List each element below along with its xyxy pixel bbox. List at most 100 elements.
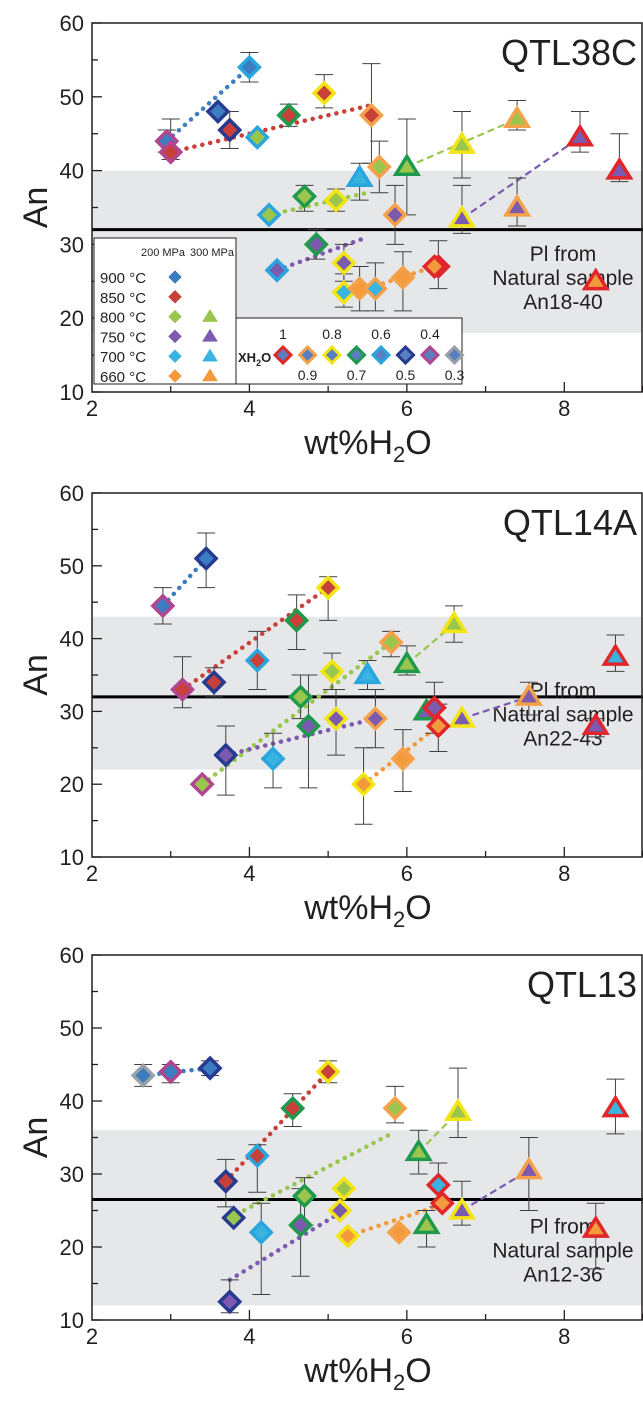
x-tick-label: 2: [86, 861, 98, 886]
data-point: [272, 344, 294, 366]
data-point: [280, 1095, 306, 1121]
natural-sample-note: Pl from: [530, 1215, 597, 1238]
data-point: [168, 270, 182, 284]
data-point: [581, 1214, 610, 1238]
x-axis-label-main: wt%H: [303, 889, 393, 927]
natural-sample-note: An18-40: [523, 291, 602, 314]
data-point: [236, 54, 262, 80]
data-point: [581, 712, 610, 736]
natural-sample-note: Pl from: [530, 243, 597, 266]
data-point: [370, 344, 392, 366]
x-axis-label-sub: 2: [393, 1370, 405, 1395]
data-point: [168, 369, 182, 383]
natural-sample-note: Natural sample: [492, 704, 633, 727]
data-point: [447, 704, 477, 728]
data-point: [244, 124, 270, 150]
data-point: [158, 1059, 184, 1085]
data-point: [221, 1205, 247, 1231]
data-point: [419, 344, 441, 366]
xh2o-value-label: 0.3: [445, 367, 465, 383]
y-tick-label: 30: [60, 232, 84, 257]
data-point: [447, 1196, 477, 1220]
data-point: [429, 1190, 455, 1216]
natural-sample-note: An12-36: [523, 1263, 602, 1286]
data-point: [303, 231, 329, 257]
natural-sample-note: Natural sample: [492, 267, 633, 290]
data-point: [601, 643, 630, 666]
data-point: [351, 771, 377, 797]
data-point: [605, 156, 634, 180]
data-point: [346, 344, 367, 366]
chart-title: QTL13: [527, 964, 637, 1005]
legend-label: 850 °C: [100, 290, 146, 307]
trend-line: [180, 585, 331, 692]
y-axis-label: An: [17, 187, 55, 229]
x-axis-label-sub: 2: [393, 442, 405, 467]
y-tick-label: 60: [60, 943, 84, 968]
data-point: [292, 183, 318, 209]
data-point: [315, 575, 341, 601]
data-point: [345, 164, 374, 188]
data-point: [382, 1095, 408, 1121]
x-tick-label: 4: [243, 861, 255, 886]
x-tick-label: 2: [86, 1324, 98, 1349]
data-point: [244, 1143, 270, 1169]
trend-line: [227, 1208, 347, 1283]
y-tick-label: 10: [60, 845, 84, 870]
x-axis-label-tail: O: [405, 424, 431, 462]
data-point: [276, 102, 302, 128]
data-point: [168, 289, 182, 304]
x-tick-label: 8: [558, 396, 570, 421]
trend-line: [168, 101, 378, 155]
data-point: [386, 1219, 412, 1245]
xh2o-label-main: XH: [238, 350, 256, 365]
data-point: [601, 1094, 630, 1118]
data-point: [248, 1219, 274, 1245]
data-point: [130, 1062, 156, 1088]
x-axis-label-tail: O: [405, 1352, 431, 1390]
y-tick-label: 50: [60, 85, 84, 110]
natural-sample-note: Pl from: [530, 680, 597, 703]
data-point: [362, 706, 388, 732]
data-point: [565, 123, 595, 147]
x-tick-label: 8: [558, 1324, 570, 1349]
xh2o-value-label: 0.4: [420, 326, 440, 342]
y-axis-label: An: [17, 654, 55, 696]
trend-line: [266, 190, 370, 218]
data-point: [284, 607, 310, 633]
x-tick-label: 6: [401, 861, 413, 886]
legend-label: 660 °C: [100, 369, 146, 386]
data-point: [392, 153, 421, 176]
data-point: [382, 202, 408, 228]
data-point: [288, 1212, 314, 1238]
data-point: [311, 80, 337, 106]
data-point: [390, 265, 416, 291]
data-point: [447, 130, 477, 154]
y-tick-label: 40: [60, 627, 84, 652]
x-axis-label-main: wt%H: [303, 424, 393, 462]
xh2o-value-label: 1: [279, 326, 287, 342]
legend-label: 800 °C: [100, 310, 146, 327]
data-point: [581, 267, 610, 291]
temperature-legend: 200 MPa 300 MPa 900 °C 850 °C 800 °C 750 °C 70…: [93, 237, 237, 386]
natural-sample-note: Natural sample: [492, 1239, 633, 1262]
data-point: [193, 546, 219, 571]
xh2o-value-label: 0.7: [347, 367, 367, 383]
data-point: [443, 1098, 473, 1122]
data-point: [202, 309, 218, 322]
chart-title: QTL38C: [501, 32, 637, 73]
y-tick-label: 20: [60, 306, 84, 331]
trend-line: [461, 695, 530, 720]
data-point: [319, 658, 345, 684]
data-point: [295, 713, 321, 739]
legend-label: 900 °C: [100, 270, 146, 287]
x-axis-label-sub: 2: [393, 907, 405, 932]
data-point: [412, 1211, 441, 1235]
data-point: [150, 593, 176, 619]
trend-line: [365, 264, 437, 291]
y-tick-label: 10: [60, 380, 84, 405]
x-axis-label-tail: O: [405, 889, 431, 927]
legend-header: 300 MPa: [190, 247, 235, 259]
